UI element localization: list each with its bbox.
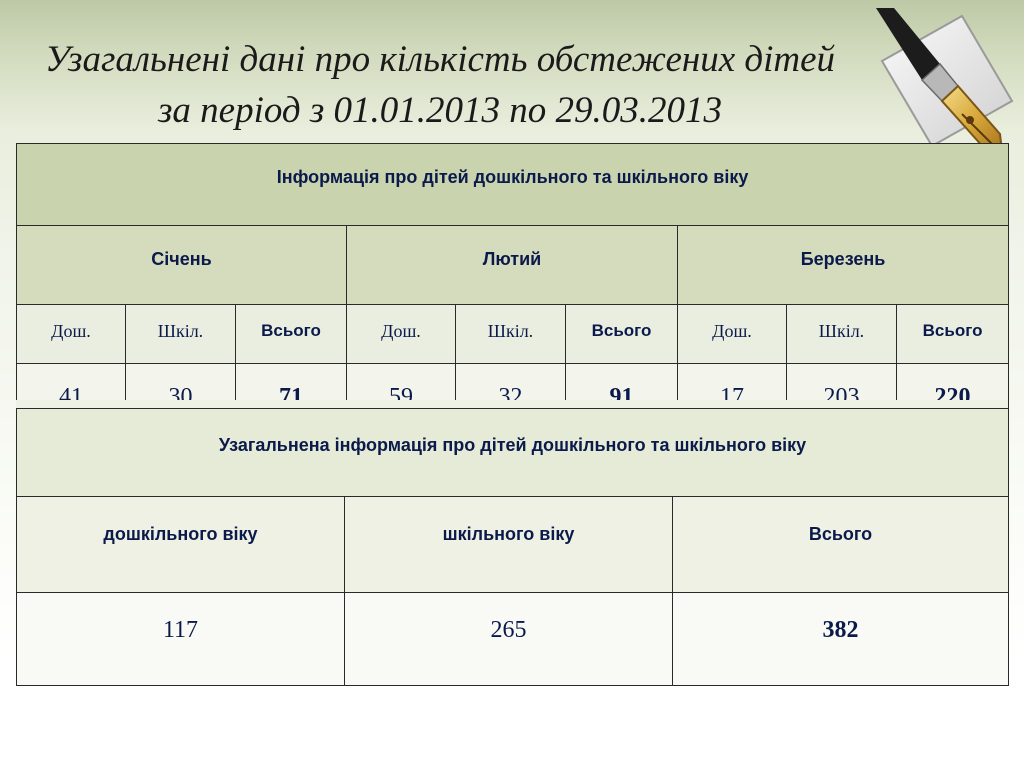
subheader-total: Всього xyxy=(895,304,1010,364)
table1-header: Інформація про дітей дошкільного та шкіл… xyxy=(15,143,1010,226)
subheader-total: Всього xyxy=(565,304,678,364)
summary-children-table: Узагальнена інформація про дітей дошкіль… xyxy=(15,408,1010,686)
table2-header: Узагальнена інформація про дітей дошкіль… xyxy=(15,408,1010,497)
column-preschool: дошкільного віку xyxy=(16,496,345,593)
table-separator xyxy=(16,400,1008,408)
summary-value-preschool: 117 xyxy=(16,592,345,686)
month-january: Січень xyxy=(16,225,347,305)
subheader-preschool: Дош. xyxy=(677,304,787,364)
subheader-school: Шкіл. xyxy=(125,304,236,364)
summary-value-school: 265 xyxy=(344,592,673,686)
subheader-school: Шкіл. xyxy=(455,304,566,364)
month-february: Лютий xyxy=(346,225,678,305)
subheader-preschool: Дош. xyxy=(346,304,456,364)
summary-value-total: 382 xyxy=(671,592,1010,686)
slide-title-line-1: Узагальнені дані про кількість обстежени… xyxy=(44,39,836,80)
month-march: Березень xyxy=(676,225,1010,305)
column-total: Всього xyxy=(671,496,1010,593)
slide-title-line-2: за період з 01.01.2013 по 29.03.2013 xyxy=(157,90,723,131)
subheader-school: Шкіл. xyxy=(786,304,897,364)
subheader-total: Всього xyxy=(235,304,347,364)
fountain-pen-nib-icon xyxy=(876,8,1014,154)
subheader-preschool: Дош. xyxy=(16,304,126,364)
column-school: шкільного віку xyxy=(344,496,673,593)
